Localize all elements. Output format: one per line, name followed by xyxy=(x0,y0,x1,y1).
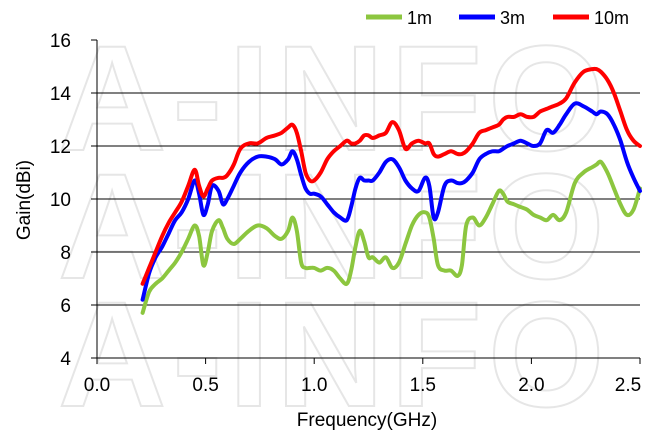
y-tick-label-3: 10 xyxy=(50,190,71,211)
legend-label-10m: 10m xyxy=(594,8,629,28)
legend-label-3m: 3m xyxy=(500,8,525,28)
x-tick-label-1: 0.5 xyxy=(192,375,218,396)
y-axis-title: Gain(dBi) xyxy=(14,160,35,240)
watermark: A-INFO A-INFO A-INFO xyxy=(57,13,606,437)
y-tick-label-0: 4 xyxy=(60,349,71,370)
x-tick-label-3: 1.5 xyxy=(410,375,436,396)
tick-labels: 0.0 0.5 1.0 1.5 2.0 2.5 4 6 8 10 12 14 16 xyxy=(50,31,641,396)
y-tick-label-5: 14 xyxy=(50,84,72,105)
series-line-10m xyxy=(140,66,642,286)
x-tick-label-4: 2.0 xyxy=(518,375,544,396)
series-line-1m xyxy=(140,159,642,315)
x-tick-label-2: 1.0 xyxy=(301,375,327,396)
legend-label-1m: 1m xyxy=(407,8,432,28)
y-tick-label-1: 6 xyxy=(60,296,71,317)
x-tick-label-0: 0.0 xyxy=(84,375,110,396)
x-axis-title: Frequency(GHz) xyxy=(297,410,437,431)
y-tick-label-4: 12 xyxy=(50,137,71,158)
x-tick-label-5: 2.5 xyxy=(615,375,641,396)
series-lines xyxy=(140,66,642,315)
y-tick-label-6: 16 xyxy=(50,31,71,52)
series-line-3m xyxy=(140,101,642,302)
y-tick-label-2: 8 xyxy=(60,243,71,264)
legend: 1m 3m 10m xyxy=(366,8,629,28)
